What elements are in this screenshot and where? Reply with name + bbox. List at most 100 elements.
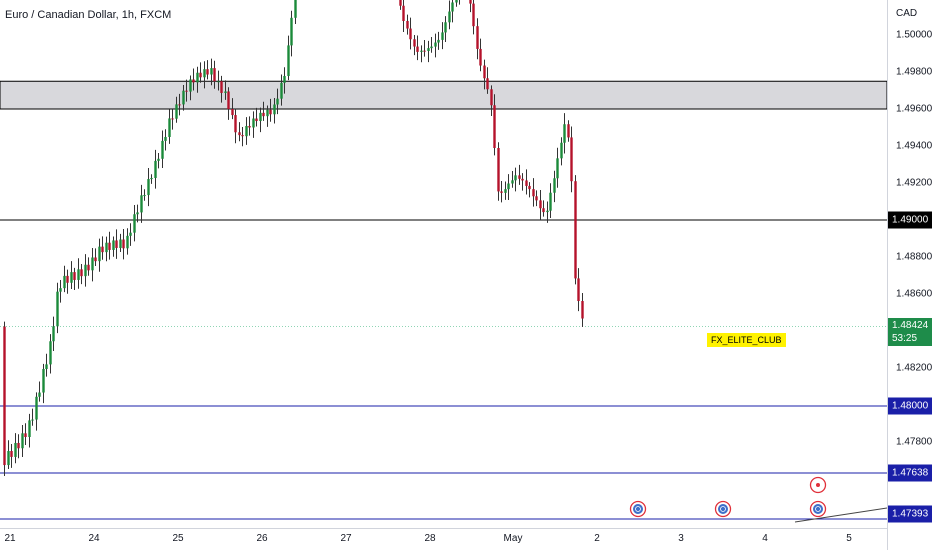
time-axis[interactable]: 21 24 25 26 27 28 May 2 3 4 5 — [0, 528, 887, 551]
price-tick: 1.48200 — [896, 362, 932, 374]
candle-up — [98, 246, 101, 262]
candle-down — [479, 48, 482, 66]
candle-down — [241, 135, 244, 137]
candle-down — [238, 132, 241, 136]
candle-up — [252, 118, 255, 128]
candle-down — [399, 0, 402, 6]
candle-down — [469, 0, 472, 4]
candle-down — [532, 189, 535, 197]
candle-up — [276, 98, 279, 105]
candle-up — [161, 140, 164, 159]
candle-up — [119, 239, 122, 248]
time-tick: 28 — [424, 533, 436, 544]
candle-down — [518, 175, 521, 179]
candle-up — [38, 392, 41, 397]
candle-up — [63, 275, 66, 289]
candle-up — [444, 22, 447, 33]
candle-up — [31, 419, 34, 421]
price-tick: 1.48800 — [896, 251, 932, 263]
candle-up — [77, 269, 80, 280]
candle-up — [560, 142, 563, 159]
candle-down — [472, 3, 475, 27]
candle-up — [273, 104, 276, 115]
time-tick: 2 — [594, 533, 600, 544]
candle-down — [185, 90, 188, 92]
candle-down — [17, 442, 20, 449]
candle-up — [224, 91, 227, 93]
economic-event-alert-icon[interactable] — [809, 476, 827, 494]
candle-down — [24, 433, 27, 437]
candle-up — [84, 264, 87, 277]
candle-up — [546, 210, 549, 213]
candle-down — [248, 125, 251, 128]
candle-down — [87, 264, 90, 271]
candle-down — [234, 115, 237, 133]
resistance-zone — [0, 80, 887, 110]
candle-down — [574, 181, 577, 279]
candle-down — [476, 26, 479, 49]
candle-up — [427, 48, 430, 51]
price-tick: 1.49200 — [896, 177, 932, 189]
price-tick: 1.49600 — [896, 103, 932, 115]
candle-up — [563, 124, 566, 143]
candle-down — [66, 275, 69, 283]
candle-down — [122, 239, 125, 249]
candle-down — [416, 46, 419, 52]
candle-up — [203, 69, 206, 78]
candle-up — [143, 195, 146, 197]
economic-event-icon[interactable] — [629, 500, 647, 518]
candle-up — [448, 11, 451, 23]
price-label-1-49000[interactable]: 1.49000 — [888, 211, 932, 229]
candle-up — [126, 235, 129, 249]
candle-up — [70, 272, 73, 283]
candle-down — [542, 208, 545, 213]
candle-up — [133, 214, 136, 233]
candle-down — [178, 104, 181, 106]
candle-up — [21, 433, 24, 449]
watermark-label: FX_ELITE_CLUB — [707, 333, 786, 347]
price-axis[interactable]: CAD 1.50000 1.49800 1.49600 1.49400 1.49… — [887, 0, 932, 550]
currency-label: CAD — [896, 8, 918, 19]
price-tick: 1.49400 — [896, 140, 932, 152]
price-label-1-47638[interactable]: 1.47638 — [888, 464, 932, 482]
economic-event-icon[interactable] — [714, 500, 732, 518]
current-price-label[interactable]: 1.48424 53:25 — [888, 318, 932, 346]
price-label-1-47393[interactable]: 1.47393 — [888, 505, 932, 523]
time-tick: 21 — [4, 533, 16, 544]
candle-down — [570, 137, 573, 182]
candle-up — [259, 112, 262, 122]
candle-up — [266, 109, 269, 117]
candle-up — [437, 39, 440, 43]
candle-down — [567, 124, 570, 138]
price-label-1-48000[interactable]: 1.48000 — [888, 397, 932, 415]
candle-up — [154, 160, 157, 178]
candle-down — [255, 118, 258, 122]
candle-down — [227, 91, 230, 110]
candle-down — [231, 109, 234, 116]
chart-area[interactable]: Euro / Canadian Dollar, 1h, FXCM FX_ELIT… — [0, 0, 887, 528]
candle-up — [549, 192, 552, 211]
candle-down — [94, 257, 97, 262]
candle-up — [283, 75, 286, 83]
economic-event-icon[interactable] — [809, 500, 827, 518]
candle-up — [7, 450, 10, 466]
candle-down — [220, 81, 223, 93]
candle-up — [507, 183, 510, 190]
candle-up — [150, 177, 153, 180]
candle-up — [129, 232, 132, 236]
candlestick-chart[interactable] — [0, 0, 887, 528]
candle-down — [493, 105, 496, 148]
bar-countdown: 53:25 — [892, 333, 918, 344]
time-tick: 5 — [846, 533, 852, 544]
candle-down — [497, 147, 500, 192]
candle-up — [168, 118, 171, 137]
candle-down — [490, 89, 493, 106]
candle-up — [514, 175, 517, 181]
price-tick: 1.48600 — [896, 288, 932, 300]
trend-line — [794, 507, 887, 523]
time-tick: 26 — [256, 533, 268, 544]
time-tick: 24 — [88, 533, 100, 544]
candle-down — [10, 450, 13, 457]
candle-up — [210, 68, 213, 75]
candle-up — [112, 240, 115, 250]
